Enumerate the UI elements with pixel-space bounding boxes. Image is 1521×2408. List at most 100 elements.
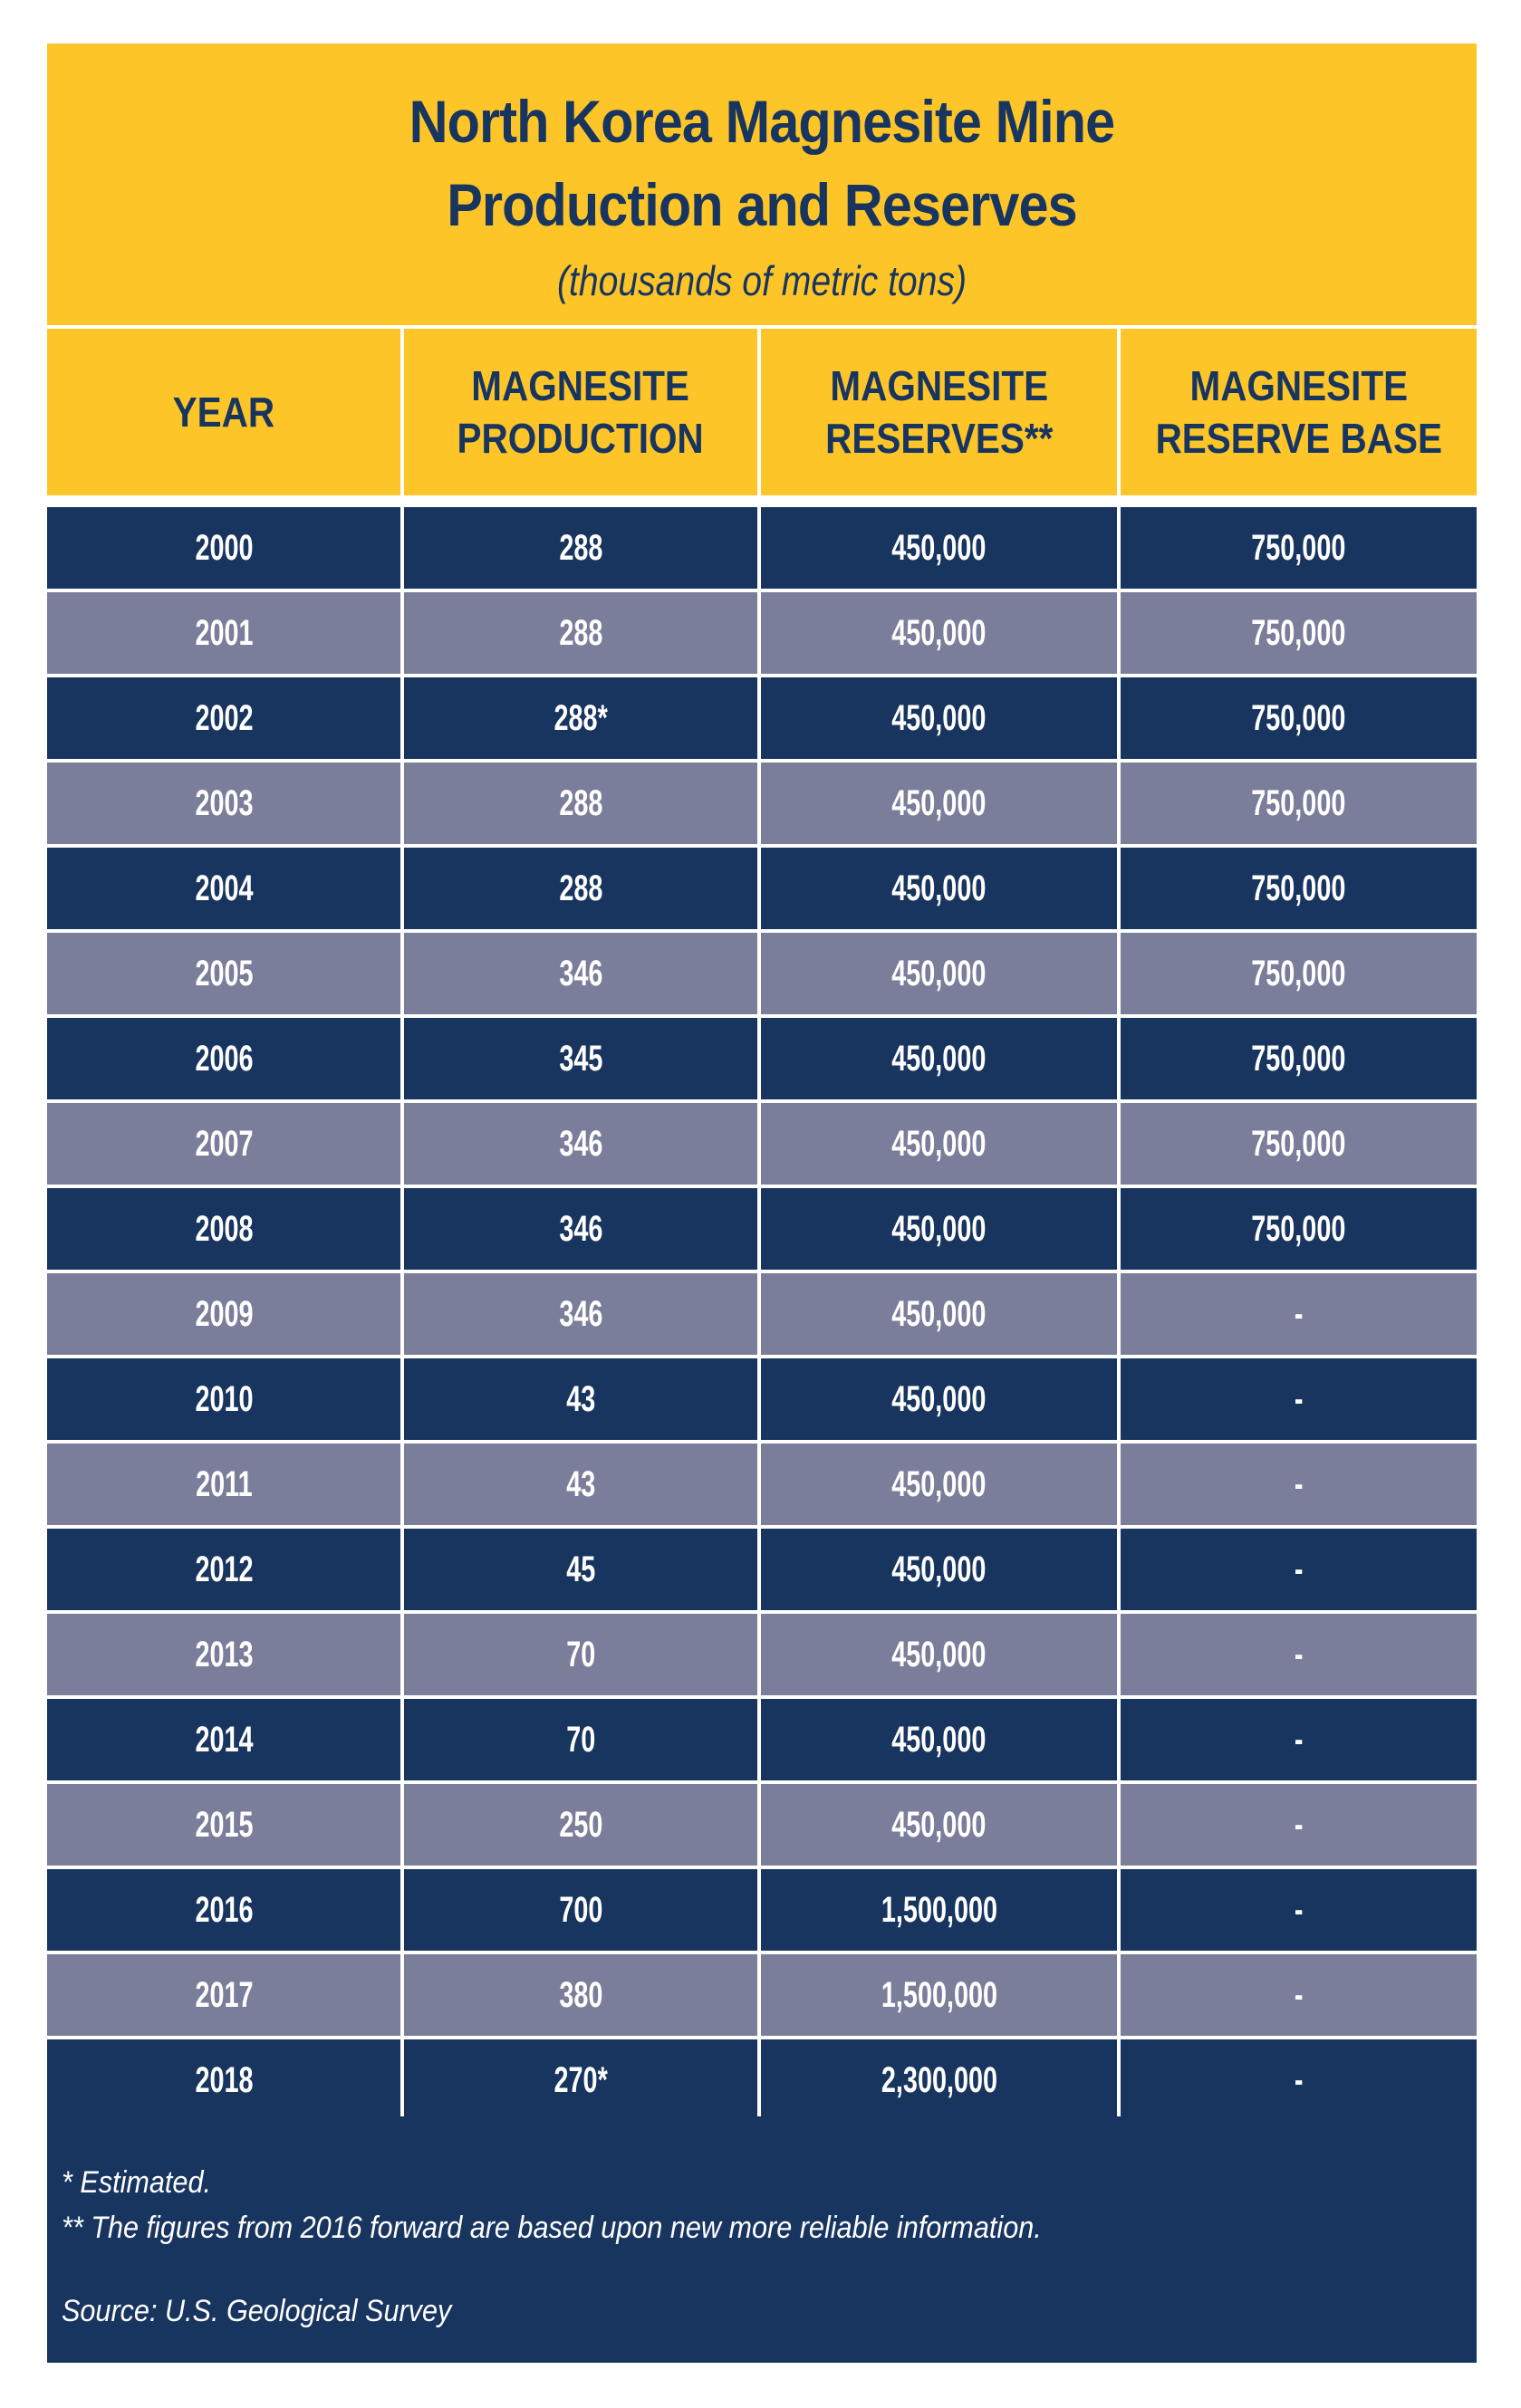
cell-production: 345 xyxy=(404,1018,757,1099)
units-subtitle: (thousands of metric tons) xyxy=(556,257,967,304)
table-row: 2005 346 450,000 750,000 xyxy=(47,933,1477,1014)
header-reserves: MAGNESITE RESERVES** xyxy=(761,329,1117,495)
table-row: 2000 288 450,000 750,000 xyxy=(47,507,1477,589)
footnote-estimated: * Estimated. xyxy=(62,2165,211,2200)
cell-production: 346 xyxy=(404,1103,757,1185)
cell-reserves: 450,000 xyxy=(761,507,1117,589)
cell-production: 288 xyxy=(404,592,757,674)
cell-reserve-base: - xyxy=(1121,1444,1477,1525)
cell-reserves: 2,300,000 xyxy=(761,2039,1117,2121)
cell-reserves: 1,500,000 xyxy=(761,1869,1117,1951)
cell-year: 2012 xyxy=(47,1529,400,1610)
table-row: 2001 288 450,000 750,000 xyxy=(47,592,1477,674)
cell-reserves: 450,000 xyxy=(761,763,1117,844)
table-row: 2012 45 450,000- xyxy=(47,1529,1477,1610)
cell-year: 2008 xyxy=(47,1188,400,1270)
cell-reserves: 450,000 xyxy=(761,933,1117,1014)
cell-reserve-base: 750,000 xyxy=(1121,933,1477,1014)
cell-reserves: 1,500,000 xyxy=(761,1954,1117,2036)
cell-reserves: 450,000 xyxy=(761,1444,1117,1525)
cell-year: 2018 xyxy=(47,2039,400,2121)
table-row: 2010 43 450,000- xyxy=(47,1358,1477,1440)
cell-reserve-base: 750,000 xyxy=(1121,1188,1477,1270)
cell-production: 43 xyxy=(404,1444,757,1525)
cell-reserves: 450,000 xyxy=(761,1188,1117,1270)
table-row: 2017 380 1,500,000- xyxy=(47,1954,1477,2036)
table-row: 2006 345 450,000 750,000 xyxy=(47,1018,1477,1099)
cell-year: 2007 xyxy=(47,1103,400,1185)
cell-reserve-base: - xyxy=(1121,2039,1477,2121)
cell-reserve-base: 750,000 xyxy=(1121,592,1477,674)
cell-reserve-base: - xyxy=(1121,1784,1477,1866)
cell-reserve-base: - xyxy=(1121,1954,1477,2036)
table-row: 2009 346 450,000- xyxy=(47,1273,1477,1355)
cell-year: 2004 xyxy=(47,848,400,929)
footnotes: * Estimated. ** The figures from 2016 fo… xyxy=(47,2116,1477,2363)
table-row: 2008 346 450,000 750,000 xyxy=(47,1188,1477,1270)
cell-year: 2013 xyxy=(47,1614,400,1695)
cell-year: 2005 xyxy=(47,933,400,1014)
cell-year: 2010 xyxy=(47,1358,400,1440)
cell-reserves: 450,000 xyxy=(761,1018,1117,1099)
table-row: 2016 700 1,500,000- xyxy=(47,1869,1477,1951)
cell-reserves: 450,000 xyxy=(761,1103,1117,1185)
cell-production: 288* xyxy=(404,677,757,759)
cell-reserve-base: 750,000 xyxy=(1121,677,1477,759)
cell-reserve-base: - xyxy=(1121,1699,1477,1780)
cell-year: 2003 xyxy=(47,763,400,844)
cell-production: 270* xyxy=(404,2039,757,2121)
cell-production: 70 xyxy=(404,1699,757,1780)
cell-reserve-base: 750,000 xyxy=(1121,848,1477,929)
table-row: 2007 346 450,000 750,000 xyxy=(47,1103,1477,1185)
table-row: 2011 43 450,000- xyxy=(47,1444,1477,1525)
cell-reserve-base: - xyxy=(1121,1869,1477,1951)
source-note: Source: U.S. Geological Survey xyxy=(62,2294,452,2328)
cell-production: 346 xyxy=(404,933,757,1014)
cell-year: 2017 xyxy=(47,1954,400,2036)
title-line-1: North Korea Magnesite Mine xyxy=(409,88,1116,155)
cell-production: 700 xyxy=(404,1869,757,1951)
cell-year: 2001 xyxy=(47,592,400,674)
header-production: MAGNESITE PRODUCTION xyxy=(404,329,757,495)
cell-reserve-base: - xyxy=(1121,1273,1477,1355)
footnote-reliable: ** The figures from 2016 forward are bas… xyxy=(62,2211,1042,2245)
cell-reserves: 450,000 xyxy=(761,1784,1117,1866)
cell-production: 250 xyxy=(404,1784,757,1866)
header-year: YEAR xyxy=(47,329,400,495)
cell-reserve-base: 750,000 xyxy=(1121,1103,1477,1185)
cell-production: 288 xyxy=(404,848,757,929)
page-title: North Korea Magnesite Mine Production an… xyxy=(119,43,1405,246)
cell-production: 288 xyxy=(404,763,757,844)
cell-reserves: 450,000 xyxy=(761,1529,1117,1610)
title-block: North Korea Magnesite Mine Production an… xyxy=(47,43,1477,325)
cell-year: 2011 xyxy=(47,1444,400,1525)
table-header: YEAR MAGNESITE PRODUCTION MAGNESITE RESERV… xyxy=(47,329,1477,495)
cell-reserves: 450,000 xyxy=(761,592,1117,674)
cell-year: 2009 xyxy=(47,1273,400,1355)
cell-reserves: 450,000 xyxy=(761,1358,1117,1440)
table-row: 2015 250 450,000- xyxy=(47,1784,1477,1866)
table-row: 2013 70 450,000- xyxy=(47,1614,1477,1695)
cell-production: 346 xyxy=(404,1273,757,1355)
cell-production: 288 xyxy=(404,507,757,589)
cell-reserve-base: - xyxy=(1121,1358,1477,1440)
cell-production: 43 xyxy=(404,1358,757,1440)
table-infographic: North Korea Magnesite Mine Production an… xyxy=(47,43,1477,2363)
cell-production: 45 xyxy=(404,1529,757,1610)
cell-production: 346 xyxy=(404,1188,757,1270)
cell-production: 380 xyxy=(404,1954,757,2036)
cell-reserves: 450,000 xyxy=(761,1273,1117,1355)
title-line-2: Production and Reserves xyxy=(447,171,1078,238)
cell-year: 2002 xyxy=(47,677,400,759)
table-row: 2002 288* 450,000 750,000 xyxy=(47,677,1477,759)
cell-reserve-base: - xyxy=(1121,1529,1477,1610)
cell-reserves: 450,000 xyxy=(761,1699,1117,1780)
cell-reserves: 450,000 xyxy=(761,1614,1117,1695)
cell-reserve-base: - xyxy=(1121,1614,1477,1695)
cell-year: 2006 xyxy=(47,1018,400,1099)
cell-reserve-base: 750,000 xyxy=(1121,1018,1477,1099)
header-reserve-base: MAGNESITE RESERVE BASE xyxy=(1121,329,1477,495)
table-row: 2004 288 450,000 750,000 xyxy=(47,848,1477,929)
cell-year: 2015 xyxy=(47,1784,400,1866)
table-row: 2018 270* 2,300,000- xyxy=(47,2039,1477,2121)
